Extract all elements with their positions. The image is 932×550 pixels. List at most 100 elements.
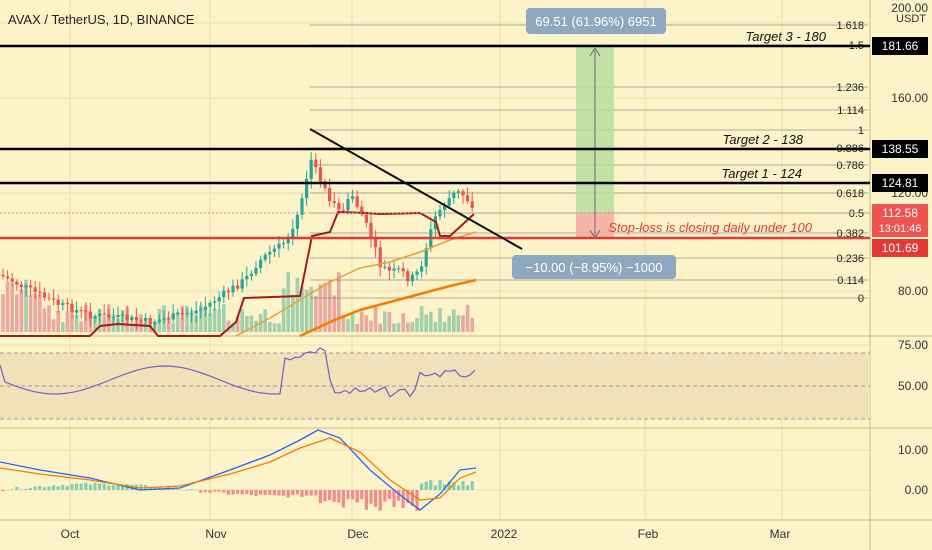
candle-body-102 [470, 201, 474, 208]
macd-hist-22 [102, 483, 106, 490]
volume-bar-94 [433, 321, 438, 332]
volume-bar-63 [291, 294, 295, 332]
volume-bar-67 [309, 286, 313, 332]
macd-hist-85 [392, 490, 396, 507]
macd-hist-12 [56, 486, 60, 490]
candle-body-15 [70, 303, 74, 313]
volume-bar-37 [171, 322, 175, 332]
macd-hist-72 [332, 490, 336, 502]
candle-body-5 [24, 285, 28, 288]
macd-hist-99 [456, 485, 460, 490]
volume-bar-84 [387, 312, 392, 332]
target-3-price-tag-bg [872, 37, 928, 55]
macd-hist-9 [42, 487, 46, 490]
short-measure-box [512, 255, 676, 279]
candle-body-2 [10, 278, 14, 282]
macd-hist-66 [305, 490, 309, 496]
volume-bar-4 [19, 289, 24, 332]
volume-bar-47 [217, 309, 221, 332]
macd-tick-0: 10.00 [898, 443, 928, 457]
volume-bar-86 [396, 322, 401, 332]
fib-label-8: 0.5 [849, 208, 864, 220]
macd-hist-13 [61, 484, 65, 490]
macd-hist-57 [263, 490, 267, 495]
candle-body-38 [176, 313, 180, 315]
volume-bar-44 [203, 307, 208, 332]
macd-hist-41 [190, 489, 194, 490]
target-3-label: Target 3 - 180 [746, 29, 827, 44]
macd-hist-94 [433, 485, 437, 490]
volume-bar-83 [383, 311, 387, 332]
macd-hist-23 [107, 485, 111, 490]
candle-body-50 [231, 285, 235, 293]
volume-bar-50 [231, 323, 235, 332]
candle-body-100 [461, 191, 465, 196]
fib-label-0: 1.618 [836, 20, 864, 32]
candle-body-9 [42, 292, 46, 298]
volume-bar-53 [245, 316, 249, 332]
volume-bar-102 [470, 317, 474, 332]
volume-bar-49 [226, 320, 231, 332]
volume-bar-66 [304, 289, 309, 332]
candle-body-61 [282, 243, 286, 245]
volume-bar-65 [300, 287, 304, 332]
volume-bar-87 [401, 313, 405, 332]
macd-hist-6 [29, 487, 33, 490]
volume-bar-69 [318, 284, 323, 332]
volume-bar-78 [360, 311, 364, 332]
price-axis: 200.00160.00120.0080.00USDT75.0050.0010.… [61, 1, 929, 541]
rsi-tick-0: 75.00 [898, 338, 928, 352]
volume-bar-76 [350, 312, 355, 332]
volume-bar-2 [10, 283, 14, 332]
macd-hist-2 [10, 489, 14, 490]
candle-body-68 [314, 159, 318, 168]
candle-body-35 [162, 318, 166, 320]
candle-body-28 [130, 316, 134, 321]
macd-hist-47 [217, 490, 221, 492]
volume-bar-73 [337, 272, 341, 332]
current-price-tag: 112.58 [882, 206, 918, 220]
volume-bar-0 [1, 294, 5, 332]
candle-body-99 [456, 191, 460, 193]
macd-hist-30 [139, 484, 143, 490]
candle-body-78 [360, 206, 364, 215]
rsi-tick-1: 50.00 [898, 379, 928, 393]
candle-body-18 [84, 310, 88, 312]
volume-bar-54 [249, 315, 254, 332]
macd-hist-98 [452, 482, 456, 490]
fib-label-7: 0.618 [836, 188, 864, 200]
macd-hist-68 [314, 490, 318, 496]
macd-hist-25 [116, 484, 120, 490]
ma-thin-orange-line [235, 231, 477, 337]
volume-bar-74 [341, 314, 346, 332]
macd-hist-87 [401, 490, 405, 508]
candle-body-33 [153, 321, 157, 325]
volume-bar-40 [185, 306, 189, 332]
candle-body-73 [337, 202, 341, 210]
candle-body-86 [397, 268, 401, 270]
volume-bar-60 [277, 323, 281, 332]
candle-body-98 [452, 192, 456, 199]
volume-bar-97 [447, 316, 451, 332]
candle-body-79 [364, 214, 368, 223]
candle-body-4 [19, 284, 23, 288]
candle-body-81 [374, 238, 378, 248]
volume-bar-15 [70, 314, 74, 332]
macd-hist-76 [351, 490, 355, 500]
macd-hist-51 [236, 490, 240, 494]
time-label-4: Feb [638, 527, 659, 541]
candle-body-19 [88, 311, 92, 319]
candle-body-70 [323, 181, 327, 189]
candle-body-45 [208, 302, 212, 307]
candle-body-26 [121, 314, 125, 316]
volume-bar-82 [378, 323, 382, 332]
macd-hist-54 [249, 490, 253, 496]
volume-bar-79 [364, 315, 369, 332]
volume-bar-38 [176, 311, 180, 332]
candle-body-88 [406, 271, 410, 282]
candle-body-42 [194, 310, 198, 314]
candle-body-48 [222, 290, 226, 298]
